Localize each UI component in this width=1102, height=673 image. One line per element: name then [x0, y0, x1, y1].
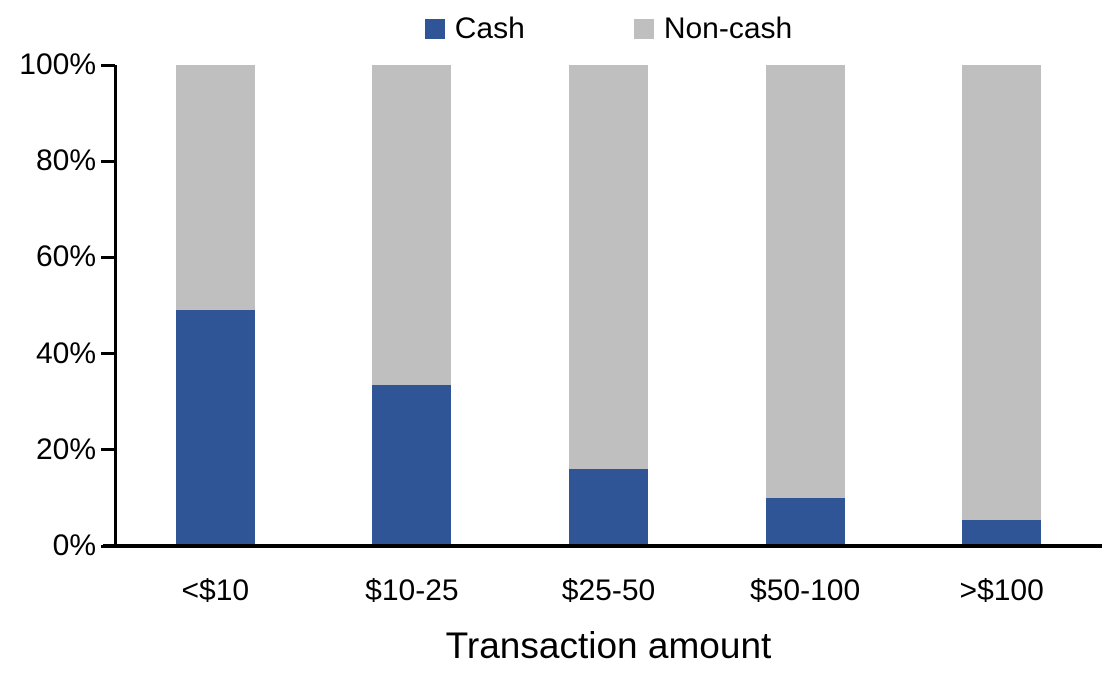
y-tick-label: 60%: [35, 240, 96, 274]
bar-segment-noncash: [765, 65, 845, 498]
noncash-legend-swatch: [633, 19, 654, 39]
x-axis-line: [103, 544, 1102, 548]
y-tick-label: 40%: [35, 336, 96, 370]
legend-item-cash: Cash: [424, 12, 525, 45]
x-category-label: >$100: [959, 574, 1044, 607]
bar-segment-noncash: [372, 65, 452, 385]
y-axis-tick: [101, 63, 115, 67]
y-tick-label: 20%: [35, 432, 96, 466]
y-axis-line: [114, 65, 117, 546]
legend: Cash Non-cash: [117, 10, 1100, 48]
x-category-label: <$10: [181, 574, 250, 607]
y-axis-tick: [101, 448, 115, 452]
y-tick-label: 80%: [35, 144, 96, 178]
x-category-label: $50-100: [750, 574, 861, 607]
bar-segment-noncash: [175, 65, 255, 311]
y-tick-label: 100%: [19, 48, 96, 81]
x-axis-title: Transaction amount: [445, 625, 772, 666]
y-tick-label: 0%: [52, 529, 96, 562]
y-axis-tick: [101, 159, 115, 163]
bar-segment-cash: [372, 384, 452, 546]
bar-segment-noncash: [569, 65, 648, 470]
x-category-label: $10-25: [365, 574, 459, 607]
bar-segment-noncash: [962, 65, 1042, 520]
legend-item-noncash: Non-cash: [633, 12, 793, 45]
cash-legend-swatch: [424, 19, 445, 39]
bar-segment-cash: [765, 497, 845, 546]
bar-segment-cash: [175, 310, 255, 546]
y-axis-tick: [101, 352, 115, 356]
bar-segment-cash: [962, 519, 1042, 546]
bar-segment-cash: [569, 469, 648, 546]
x-category-label: $25-50: [561, 574, 656, 607]
y-axis-tick: [101, 255, 115, 259]
cash-legend-label: Cash: [454, 12, 525, 45]
noncash-legend-label: Non-cash: [663, 12, 793, 45]
